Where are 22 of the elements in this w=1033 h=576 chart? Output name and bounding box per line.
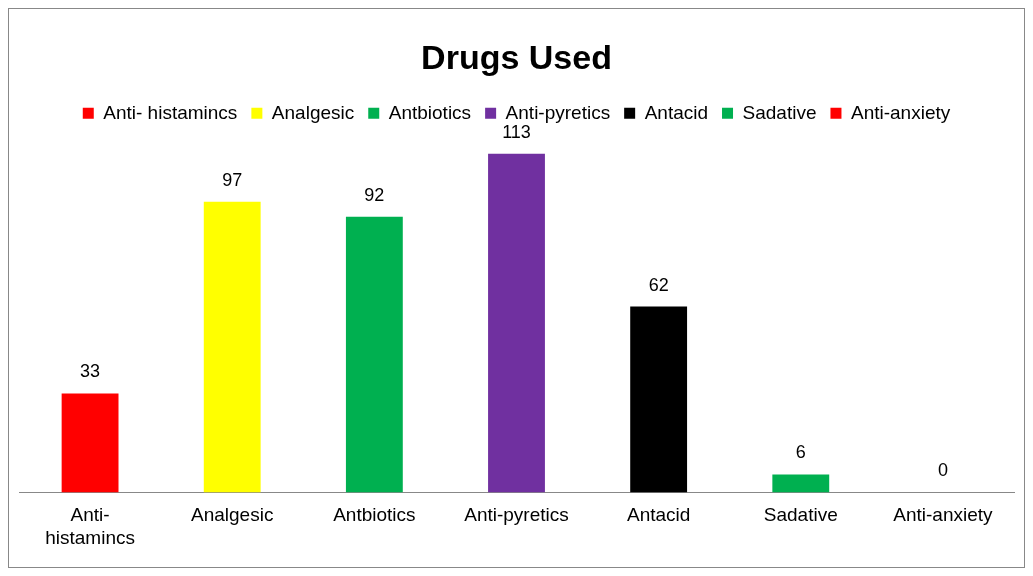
data-label: 92 [364,184,385,205]
x-tick-label: Antbiotics [333,504,416,526]
x-tick-label: Analgesic [191,504,274,526]
legend-label: Anti- histamincs [103,101,238,123]
legend-label: Analgesic [271,101,355,123]
chart-title: Drugs Used [421,37,612,76]
legend-label: Anti-anxiety [850,101,951,123]
x-tick-label: Anti-anxiety [893,504,994,526]
legend-label: Anti-pyretics [505,101,611,123]
legend-label: Antacid [644,101,709,123]
data-label: 0 [937,460,948,481]
x-tick-label: Antacid [626,504,691,526]
data-label: 113 [502,121,531,142]
data-label: 97 [222,169,243,190]
x-tick-label: Anti- histamincs [45,504,135,548]
legend-label: Sadative [742,101,817,123]
data-label: 33 [80,361,101,382]
legend-label: Antbiotics [388,101,472,123]
data-label: 62 [648,274,669,295]
x-tick-label: Sadative [763,504,838,526]
x-tick-label: Anti-pyretics [464,504,569,526]
data-label: 6 [795,442,806,463]
